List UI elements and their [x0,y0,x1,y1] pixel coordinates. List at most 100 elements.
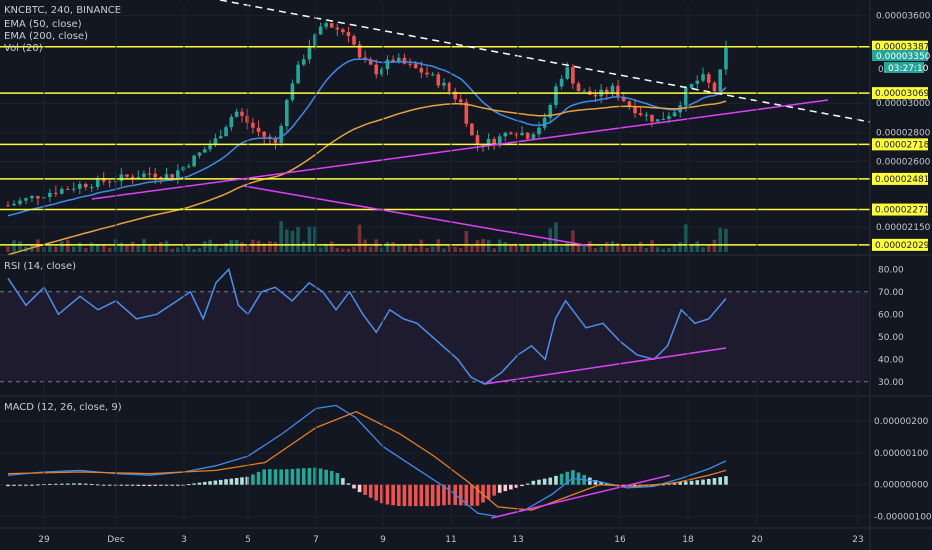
candle-body[interactable] [695,80,700,84]
candle-body[interactable] [245,115,250,123]
candle-body[interactable] [142,173,146,178]
candle-body[interactable] [256,127,261,132]
rsi-pane[interactable] [0,267,868,385]
candle-body[interactable] [107,181,112,183]
candle-body[interactable] [136,177,141,179]
candle-body[interactable] [273,138,278,143]
candle-body[interactable] [419,68,424,73]
candle-body[interactable] [718,69,723,92]
candle-body[interactable] [234,111,239,117]
candle-body[interactable] [667,116,671,119]
candle-body[interactable] [307,46,312,60]
candle-body[interactable] [604,89,609,94]
candle-body[interactable] [125,174,129,177]
candle-body[interactable] [582,90,586,92]
candle-body[interactable] [218,136,223,139]
candle-body[interactable] [181,166,186,171]
candle-body[interactable] [380,69,384,75]
candle-body[interactable] [352,36,356,45]
candle-body[interactable] [147,173,152,175]
candle-body[interactable] [447,82,452,92]
candle-body[interactable] [346,32,351,37]
candle-body[interactable] [565,67,570,79]
candle-body[interactable] [18,200,22,204]
candle-body[interactable] [724,47,728,70]
candle-body[interactable] [689,83,694,89]
candle-body[interactable] [520,132,524,136]
candle-body[interactable] [374,64,379,75]
candle-body[interactable] [240,111,244,116]
candle-body[interactable] [164,174,169,179]
candle-body[interactable] [497,136,502,146]
candle-body[interactable] [192,155,196,167]
candle-body[interactable] [324,23,328,27]
candle-body[interactable] [514,134,519,136]
rsi-legend[interactable]: RSI (14, close) [4,261,76,272]
candle-body[interactable] [486,138,491,146]
candle-body[interactable] [385,59,390,70]
candle-body[interactable] [548,105,553,118]
candle-body[interactable] [176,170,180,178]
candle-body[interactable] [251,122,255,128]
candle-body[interactable] [633,106,637,114]
candle-body[interactable] [341,29,345,33]
candle-body[interactable] [621,96,626,102]
candle-body[interactable] [453,91,457,100]
candle-body[interactable] [130,176,135,179]
candle-body[interactable] [576,83,581,92]
candle-body[interactable] [413,63,418,69]
candle-body[interactable] [335,27,340,30]
candle-body[interactable] [77,184,82,189]
candle-body[interactable] [290,83,295,100]
macd-legend[interactable]: MACD (12, 26, close, 9) [4,402,122,413]
candle-body[interactable] [430,74,435,76]
macd-axis[interactable]: 0.00000200 0.00000100 0.00000000 -0.0000010… [874,417,932,522]
candle-body[interactable] [616,85,620,97]
candle-body[interactable] [313,34,317,47]
candle-body[interactable] [537,127,541,135]
candle-body[interactable] [391,59,395,62]
candle-body[interactable] [153,173,158,178]
candle-body[interactable] [542,117,547,128]
candle-body[interactable] [262,131,266,137]
candle-body[interactable] [66,188,70,190]
candle-body[interactable] [470,123,474,136]
candle-body[interactable] [224,127,228,137]
candle-body[interactable] [559,78,564,87]
candle-body[interactable] [525,132,530,139]
candle-body[interactable] [318,26,323,35]
candle-body[interactable] [329,23,334,28]
candle-body[interactable] [509,132,513,135]
candle-body[interactable] [436,74,441,86]
candle-body[interactable] [36,196,40,199]
candle-body[interactable] [701,74,705,81]
candle-body[interactable] [202,149,207,153]
candle-body[interactable] [229,116,234,128]
candle-body[interactable] [661,118,666,120]
candle-body[interactable] [464,102,469,124]
descending-trendline[interactable] [219,0,871,123]
candle-body[interactable] [503,132,508,137]
candle-body[interactable] [458,99,463,103]
candle-body[interactable] [197,152,202,156]
candle-body[interactable] [627,101,632,107]
candle-body[interactable] [71,188,76,190]
candle-body[interactable] [672,112,677,117]
symbol-title[interactable]: KNCBTC, 240, BINANCE [4,5,121,16]
candle-body[interactable] [368,59,373,65]
candle-body[interactable] [402,57,407,64]
volume-trendline[interactable] [243,185,591,247]
candle-body[interactable] [571,67,575,84]
candle-body[interactable] [296,64,300,84]
candle-body[interactable] [554,86,558,106]
volume-legend[interactable]: Vol (20) [4,43,43,54]
candle-body[interactable] [684,88,688,106]
candle-body[interactable] [655,119,660,122]
candle-body[interactable] [650,114,654,122]
ascending-trendline[interactable] [91,99,829,200]
candle-body[interactable] [101,178,106,182]
candle-body[interactable] [159,177,163,179]
ema200-legend[interactable]: EMA (200, close) [4,31,88,42]
candle-body[interactable] [475,135,480,145]
